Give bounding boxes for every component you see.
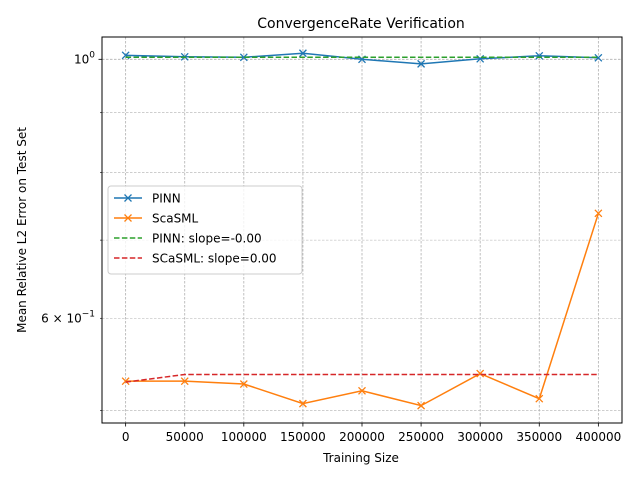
data-point bbox=[239, 53, 248, 62]
chart-title: ConvergenceRate Verification bbox=[257, 16, 465, 32]
x-tick-label: 50000 bbox=[166, 430, 204, 444]
x-tick-label: 150000 bbox=[280, 430, 326, 444]
data-point bbox=[180, 377, 189, 386]
series-line bbox=[125, 373, 599, 383]
data-point bbox=[298, 399, 307, 408]
data-point bbox=[535, 394, 544, 403]
data-point bbox=[594, 209, 603, 218]
series-layer bbox=[121, 49, 603, 410]
data-point bbox=[417, 401, 426, 410]
data-point bbox=[298, 49, 307, 58]
legend-label: PINN: slope=-0.00 bbox=[152, 232, 262, 246]
data-point bbox=[476, 54, 485, 63]
y-tick-label: 6 × 10−1 bbox=[41, 309, 95, 325]
legend: PINN ScaSML PINN: slope=-0.00 SCaSML: slope… bbox=[107, 185, 303, 275]
data-point bbox=[358, 386, 366, 395]
series-1 bbox=[121, 209, 603, 410]
legend-box bbox=[107, 185, 303, 275]
x-tick-label: 400000 bbox=[575, 430, 621, 444]
data-point bbox=[239, 380, 248, 388]
x-tick-label: 250000 bbox=[398, 430, 444, 444]
legend-marker bbox=[124, 194, 132, 202]
legend-marker bbox=[124, 214, 132, 222]
data-point bbox=[535, 51, 544, 60]
x-tick-label: 100000 bbox=[221, 430, 267, 444]
data-point bbox=[121, 377, 130, 386]
legend-label: SCaSML: slope=0.00 bbox=[152, 252, 277, 266]
y-axis-label: Mean Relative L2 Error on Test Set bbox=[15, 127, 29, 333]
data-point bbox=[594, 53, 603, 62]
x-axis-label: Training Size bbox=[322, 451, 399, 465]
ticks: 0 50000 100000 150000 200000 250000 300000 3500… bbox=[41, 50, 621, 444]
y-tick-label: 100 bbox=[74, 50, 95, 66]
data-point bbox=[476, 369, 485, 378]
series-0 bbox=[121, 49, 603, 68]
x-tick-label: 200000 bbox=[339, 430, 385, 444]
x-tick-label: 300000 bbox=[457, 430, 503, 444]
series-3 bbox=[125, 373, 599, 383]
legend-label: PINN bbox=[152, 192, 181, 206]
data-point bbox=[417, 59, 426, 68]
x-tick-label: 350000 bbox=[516, 430, 562, 444]
legend-label: ScaSML bbox=[152, 212, 199, 226]
x-tick-label: 0 bbox=[122, 430, 130, 444]
